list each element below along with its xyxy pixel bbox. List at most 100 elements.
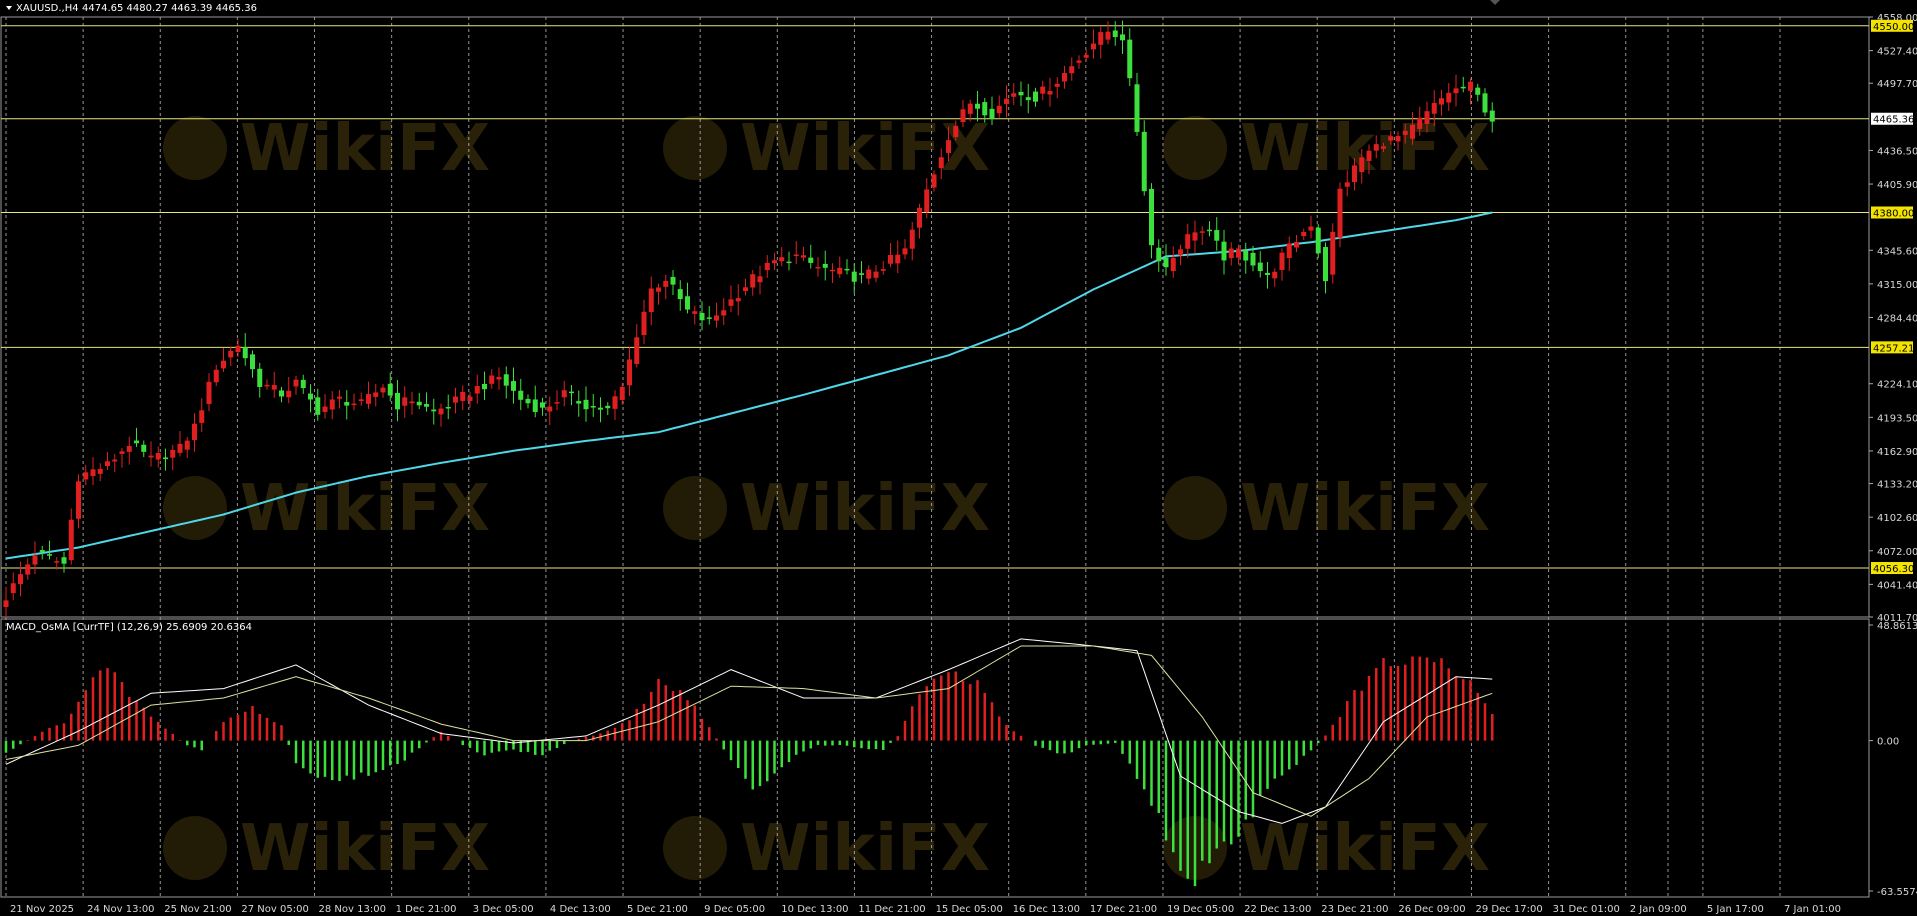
candle-body xyxy=(329,399,335,410)
candle-body xyxy=(322,406,328,412)
candle-body xyxy=(32,555,38,565)
price-tick-label: 4558.00 xyxy=(1877,13,1917,24)
candle-body xyxy=(10,583,16,594)
price-tick-label: 4224.10 xyxy=(1877,380,1917,391)
candle-body xyxy=(199,410,205,423)
candles xyxy=(3,20,1495,618)
candle-body xyxy=(1352,165,1357,183)
candle-body xyxy=(1033,91,1038,102)
scroll-marker-icon[interactable] xyxy=(1490,0,1500,5)
candle-body xyxy=(511,381,516,391)
candle-body xyxy=(663,280,669,287)
candle-body xyxy=(1236,248,1241,258)
candle-body xyxy=(467,396,473,402)
watermark-text: WikiFX xyxy=(740,472,990,546)
candle-body xyxy=(250,354,255,370)
candle-body xyxy=(1228,248,1234,259)
candle-body xyxy=(1373,144,1379,151)
candle-body xyxy=(1272,271,1278,279)
ohlc-readout: 4474.65 4480.27 4463.39 4465.36 xyxy=(82,3,257,14)
watermark-text: WikiFX xyxy=(240,812,490,886)
candle-body xyxy=(184,440,190,450)
level-tag-box xyxy=(1871,341,1913,354)
price-tick-label: 4527.40 xyxy=(1877,47,1917,58)
candle-body xyxy=(271,384,277,390)
candle-body xyxy=(409,401,415,404)
candle-body xyxy=(1069,66,1075,74)
macd-tick-label: -63.5574 xyxy=(1877,887,1917,898)
time-tick-label: 2 Jan 09:00 xyxy=(1630,904,1687,915)
time-tick-label: 1 Dec 21:00 xyxy=(396,904,457,915)
candle-body xyxy=(445,406,451,409)
candle-body xyxy=(822,263,828,268)
level-tag-label: 4550.00 xyxy=(1873,22,1914,33)
symbol-timeframe: XAUUSD.,H4 xyxy=(16,3,79,14)
candle-body xyxy=(1257,262,1263,272)
candle-body xyxy=(1344,182,1350,187)
candle-body xyxy=(170,449,176,458)
price-panel[interactable]: 4558.00 4527.40 4497.70 4436.50 4405.90 4345.… xyxy=(0,13,1917,624)
candle-body xyxy=(395,392,400,410)
candle-body xyxy=(39,550,45,553)
candle-body xyxy=(540,402,545,408)
candle-body xyxy=(967,103,973,114)
candle-body xyxy=(1178,249,1183,256)
candle-body xyxy=(793,254,799,257)
candle-body xyxy=(1199,231,1205,233)
candle-body xyxy=(105,461,110,467)
candle-body xyxy=(366,393,371,404)
candle-body xyxy=(337,396,342,399)
candle-body xyxy=(815,266,821,269)
candle-body xyxy=(438,408,444,415)
candle-body xyxy=(909,229,915,249)
price-tick-label: 4041.40 xyxy=(1877,580,1917,591)
candle-body xyxy=(699,312,705,321)
level-tag-box xyxy=(1871,562,1913,575)
candle-body xyxy=(996,105,1002,114)
candle-body xyxy=(1134,84,1140,132)
candle-body xyxy=(1170,257,1176,272)
candle-body xyxy=(293,379,299,387)
candle-body xyxy=(518,390,524,400)
candle-body xyxy=(1431,102,1437,114)
candle-body xyxy=(1243,250,1249,261)
time-tick-label: 3 Dec 05:00 xyxy=(473,904,534,915)
watermark-text: WikiFX xyxy=(240,112,490,186)
candle-body xyxy=(953,125,959,138)
candle-body xyxy=(373,392,379,397)
candle-body xyxy=(808,257,814,263)
level-tag-box xyxy=(1871,112,1913,125)
candle-body xyxy=(1221,241,1227,261)
candle-body xyxy=(1214,230,1220,241)
level-tags: 4550.00 4465.36 4380.00 4257.21 4056.30 xyxy=(1871,19,1914,575)
candle-body xyxy=(946,140,951,153)
macd-header: MACD_OsMA [CurrTF] (12,26,9) 25.6909 20.… xyxy=(6,622,252,633)
candle-body xyxy=(1323,247,1328,282)
candle-body xyxy=(590,406,596,408)
candle-body xyxy=(851,271,857,282)
candle-body xyxy=(1127,39,1133,79)
candle-body xyxy=(380,387,386,393)
dropdown-arrow-icon[interactable] xyxy=(6,6,12,10)
candle-body xyxy=(1453,88,1459,94)
signal-line xyxy=(5,645,1493,817)
candle-body xyxy=(902,248,908,255)
candle-body xyxy=(844,268,850,271)
level-tag-label: 4056.30 xyxy=(1873,564,1914,575)
candle-body xyxy=(1489,110,1495,122)
candle-body xyxy=(474,386,480,394)
candle-body xyxy=(1112,30,1118,38)
macd-lines xyxy=(5,638,1493,824)
candle-body xyxy=(1301,232,1307,237)
candle-body xyxy=(257,368,263,387)
chart-header: XAUUSD.,H4 4474.65 4480.27 4463.39 4465.… xyxy=(6,3,257,633)
candle-body xyxy=(264,384,270,387)
candle-body xyxy=(1091,43,1096,50)
time-tick-label: 10 Dec 13:00 xyxy=(781,904,848,915)
macd-panel[interactable]: 48.8613 0.00 -63.5574 xyxy=(0,618,1917,898)
candle-body xyxy=(148,455,154,458)
price-tick-label: 4315.00 xyxy=(1877,280,1917,291)
time-tick-label: 17 Dec 21:00 xyxy=(1090,904,1157,915)
candle-body xyxy=(938,157,944,169)
